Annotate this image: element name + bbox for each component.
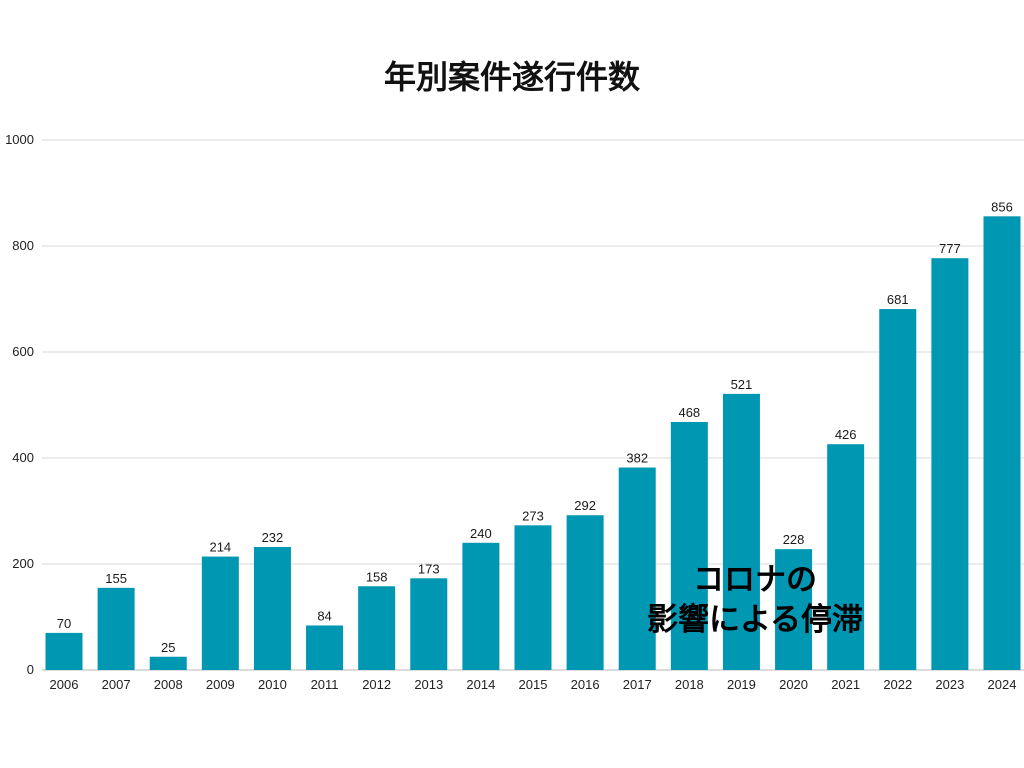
- covid-annotation: コロナの 影響による停滞: [610, 560, 900, 640]
- x-tick-label: 2011: [311, 677, 339, 692]
- bar: [514, 525, 552, 670]
- x-tick-label: 2021: [831, 677, 860, 692]
- y-tick-label: 600: [12, 344, 34, 359]
- bar: [722, 393, 760, 670]
- data-label: 521: [731, 377, 753, 392]
- bar: [45, 632, 83, 670]
- bar: [618, 467, 656, 670]
- y-tick-label: 800: [12, 238, 34, 253]
- x-tick-label: 2017: [623, 677, 652, 692]
- x-tick-label: 2006: [50, 677, 79, 692]
- data-label: 426: [835, 427, 857, 442]
- bar: [983, 216, 1021, 670]
- x-tick-label: 2007: [102, 677, 131, 692]
- bar: [827, 444, 865, 670]
- y-tick-label: 200: [12, 556, 34, 571]
- x-tick-label: 2024: [988, 677, 1017, 692]
- bar: [462, 542, 500, 670]
- data-label: 228: [783, 532, 805, 547]
- data-label: 856: [991, 199, 1013, 214]
- y-tick-label: 400: [12, 450, 34, 465]
- x-tick-label: 2008: [154, 677, 183, 692]
- y-tick-label: 1000: [5, 132, 34, 147]
- data-label: 681: [887, 292, 909, 307]
- chart-title: 年別案件遂行件数: [383, 58, 640, 96]
- bars: 70 155 25 214 232 84 158 173 240 273 292 382 468 521 2…: [45, 199, 1021, 670]
- data-label: 214: [209, 540, 231, 555]
- x-tick-label: 2019: [727, 677, 756, 692]
- bar: [253, 547, 291, 670]
- x-tick-label: 2010: [258, 677, 287, 692]
- x-axis-ticks: 2006 2007 2008 2009 2010 2011 2012 2013 2014 2015…: [50, 677, 1017, 692]
- data-label: 468: [678, 405, 700, 420]
- bar: [306, 625, 344, 670]
- data-label: 292: [574, 498, 596, 513]
- x-tick-label: 2020: [779, 677, 808, 692]
- data-label: 158: [366, 569, 388, 584]
- bar: [149, 656, 187, 670]
- data-label: 84: [317, 608, 331, 623]
- data-label: 382: [626, 451, 648, 466]
- bar: [931, 258, 969, 670]
- data-label: 232: [262, 530, 284, 545]
- x-tick-label: 2023: [935, 677, 964, 692]
- bar: [566, 515, 604, 670]
- x-tick-label: 2016: [571, 677, 600, 692]
- x-tick-label: 2014: [466, 677, 495, 692]
- y-axis-ticks: 0 200 400 600 800 1000: [5, 132, 34, 677]
- bar: [879, 309, 917, 670]
- bar: [410, 578, 448, 670]
- data-label: 273: [522, 508, 544, 523]
- bar: [670, 421, 708, 670]
- data-label: 777: [939, 241, 961, 256]
- data-label: 173: [418, 561, 440, 576]
- bar: [358, 586, 396, 670]
- x-tick-label: 2022: [883, 677, 912, 692]
- x-tick-label: 2018: [675, 677, 704, 692]
- annotation-line-2: 影響による停滞: [646, 602, 864, 638]
- data-label: 240: [470, 526, 492, 541]
- bar: [201, 556, 239, 670]
- y-tick-label: 0: [27, 662, 34, 677]
- annotation-line-1: コロナの: [693, 562, 817, 598]
- bar: [97, 587, 135, 670]
- x-tick-label: 2015: [519, 677, 548, 692]
- data-label: 155: [105, 571, 127, 586]
- x-tick-label: 2009: [206, 677, 235, 692]
- data-label: 25: [161, 640, 175, 655]
- bar: [775, 549, 813, 670]
- x-tick-label: 2012: [362, 677, 391, 692]
- data-label: 70: [57, 616, 71, 631]
- x-tick-label: 2013: [414, 677, 443, 692]
